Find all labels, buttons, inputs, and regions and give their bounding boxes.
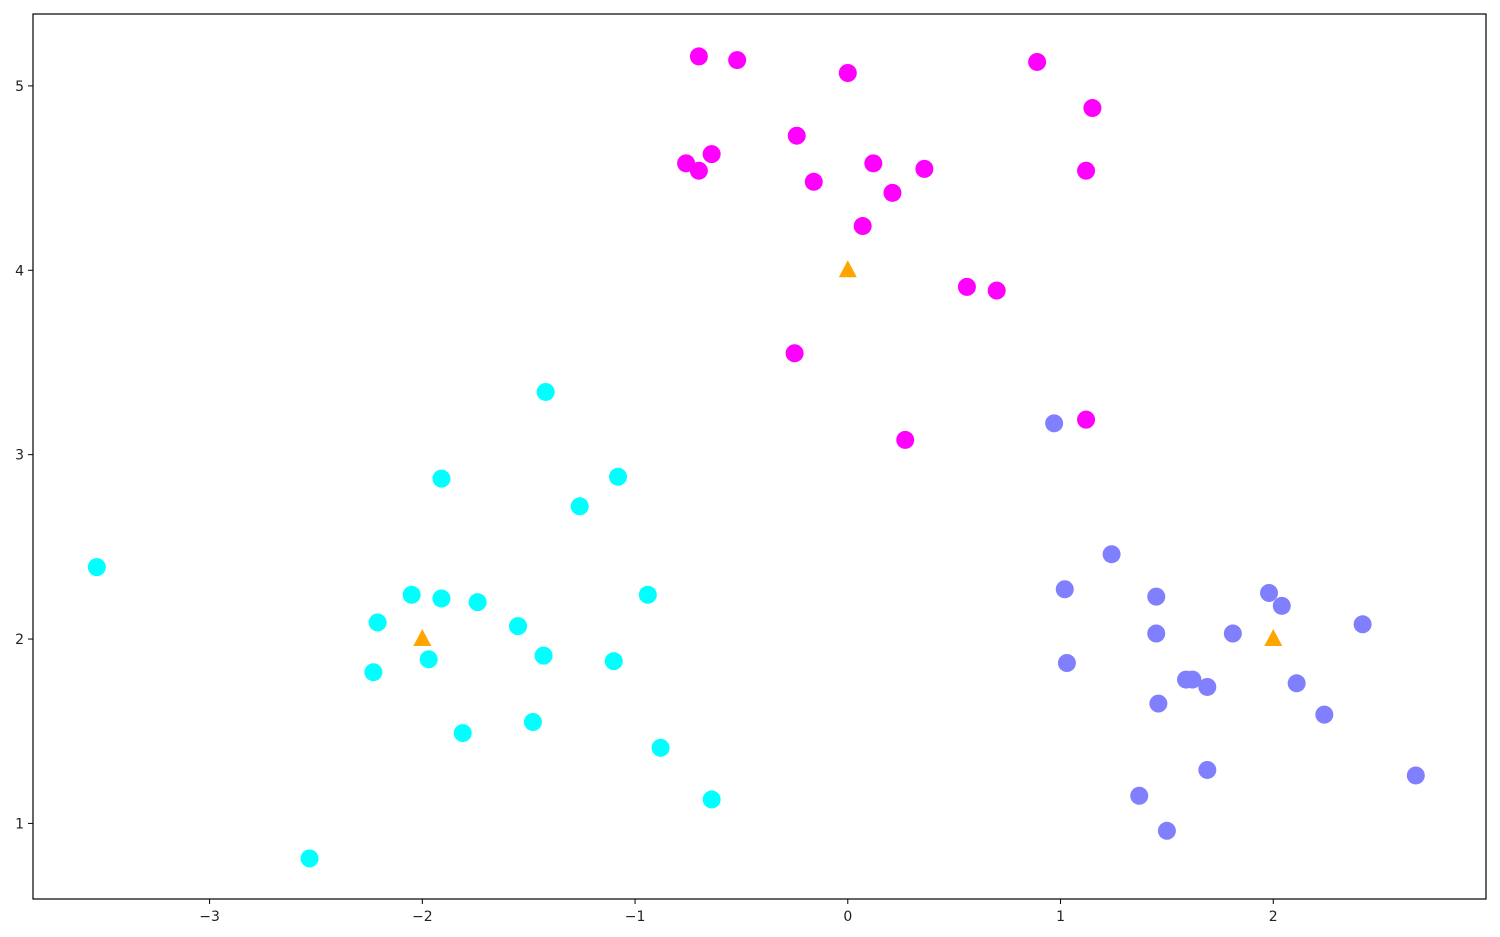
scatter-point-series-1 bbox=[915, 159, 934, 178]
scatter-point-series-3 bbox=[1198, 760, 1217, 779]
y-tick-label: 4 bbox=[15, 263, 24, 279]
triangle-marker bbox=[1264, 629, 1283, 647]
scatter-point-series-2 bbox=[523, 713, 542, 731]
scatter-point-series-2 bbox=[432, 469, 451, 488]
x-tick-label: −3 bbox=[199, 909, 220, 925]
scatter-point-series-2 bbox=[651, 738, 670, 757]
data-points bbox=[87, 47, 1425, 868]
scatter-point-series-1 bbox=[702, 145, 721, 164]
y-axis: 1 2 3 4 5 bbox=[15, 79, 33, 832]
x-tick-label: 1 bbox=[1056, 909, 1065, 925]
plot-frame bbox=[32, 13, 1487, 900]
scatter-point-series-2 bbox=[453, 724, 472, 743]
scatter-point-series-2 bbox=[419, 650, 438, 669]
scatter-point-series-3 bbox=[1272, 596, 1291, 615]
scatter-point-series-2 bbox=[368, 613, 387, 632]
scatter-point-series-3 bbox=[1157, 821, 1176, 840]
scatter-point-series-3 bbox=[1045, 414, 1064, 433]
scatter-point-series-3 bbox=[1147, 624, 1166, 643]
scatter-point-series-1 bbox=[785, 344, 804, 363]
scatter-point-series-2 bbox=[638, 585, 657, 604]
triangle-marker bbox=[413, 629, 432, 647]
scatter-point-series-1 bbox=[896, 430, 915, 449]
scatter-point-series-3 bbox=[1287, 674, 1306, 693]
scatter-point-series-3 bbox=[1406, 766, 1425, 785]
scatter-point-series-3 bbox=[1057, 654, 1076, 672]
scatter-point-series-1 bbox=[864, 154, 883, 173]
scatter-point-series-1 bbox=[1028, 52, 1047, 71]
scatter-point-series-1 bbox=[1077, 410, 1096, 429]
scatter-point-series-1 bbox=[853, 217, 872, 236]
y-tick-label: 2 bbox=[15, 632, 24, 648]
scatter-point-series-3 bbox=[1102, 545, 1121, 564]
scatter-point-series-2 bbox=[364, 663, 383, 682]
scatter-point-series-1 bbox=[804, 172, 823, 191]
scatter-point-series-1 bbox=[987, 281, 1006, 300]
scatter-point-series-3 bbox=[1183, 670, 1202, 689]
x-axis: −3 −2 −1 0 1 2 bbox=[199, 899, 1278, 925]
scatter-point-series-2 bbox=[468, 593, 487, 612]
y-tick-label: 3 bbox=[15, 448, 24, 464]
scatter-point-series-2 bbox=[300, 849, 319, 868]
scatter-point-series-1 bbox=[1077, 161, 1096, 180]
x-tick-label: −2 bbox=[412, 909, 433, 925]
scatter-point-series-3 bbox=[1147, 587, 1166, 606]
scatter-point-series-1 bbox=[838, 64, 857, 82]
scatter-point-series-3 bbox=[1260, 583, 1279, 602]
x-tick-label: −1 bbox=[625, 909, 646, 925]
triangle-marker bbox=[838, 260, 857, 278]
scatter-point-series-2 bbox=[509, 617, 528, 636]
scatter-point-series-2 bbox=[87, 558, 106, 577]
scatter-point-series-3 bbox=[1130, 786, 1149, 805]
y-tick-label: 5 bbox=[15, 79, 24, 95]
scatter-point-series-1 bbox=[957, 277, 976, 296]
scatter-point-series-2 bbox=[570, 497, 589, 516]
scatter-point-series-3 bbox=[1198, 677, 1217, 696]
scatter-point-series-2 bbox=[402, 585, 421, 604]
scatter-point-series-2 bbox=[534, 646, 553, 665]
scatter-point-series-3 bbox=[1315, 705, 1334, 724]
y-tick-label: 1 bbox=[15, 816, 24, 832]
scatter-point-series-3 bbox=[1353, 615, 1372, 634]
scatter-point-series-2 bbox=[432, 589, 451, 608]
scatter-point-series-3 bbox=[1149, 694, 1168, 713]
scatter-point-series-1 bbox=[1083, 99, 1102, 118]
scatter-point-series-1 bbox=[728, 51, 747, 70]
scatter-point-series-1 bbox=[883, 183, 902, 202]
scatter-point-series-1 bbox=[787, 126, 806, 145]
scatter-point-series-3 bbox=[1223, 624, 1242, 643]
scatter-point-series-2 bbox=[604, 652, 623, 671]
scatter-point-series-2 bbox=[536, 382, 555, 401]
scatter-point-series-2 bbox=[609, 467, 628, 486]
scatter-point-series-3 bbox=[1055, 580, 1074, 599]
scatter-point-series-1 bbox=[689, 161, 708, 180]
x-tick-label: 2 bbox=[1269, 909, 1278, 925]
x-tick-label: 0 bbox=[843, 909, 852, 925]
scatter-point-series-2 bbox=[702, 790, 721, 809]
scatter-point-series-1 bbox=[689, 47, 708, 66]
